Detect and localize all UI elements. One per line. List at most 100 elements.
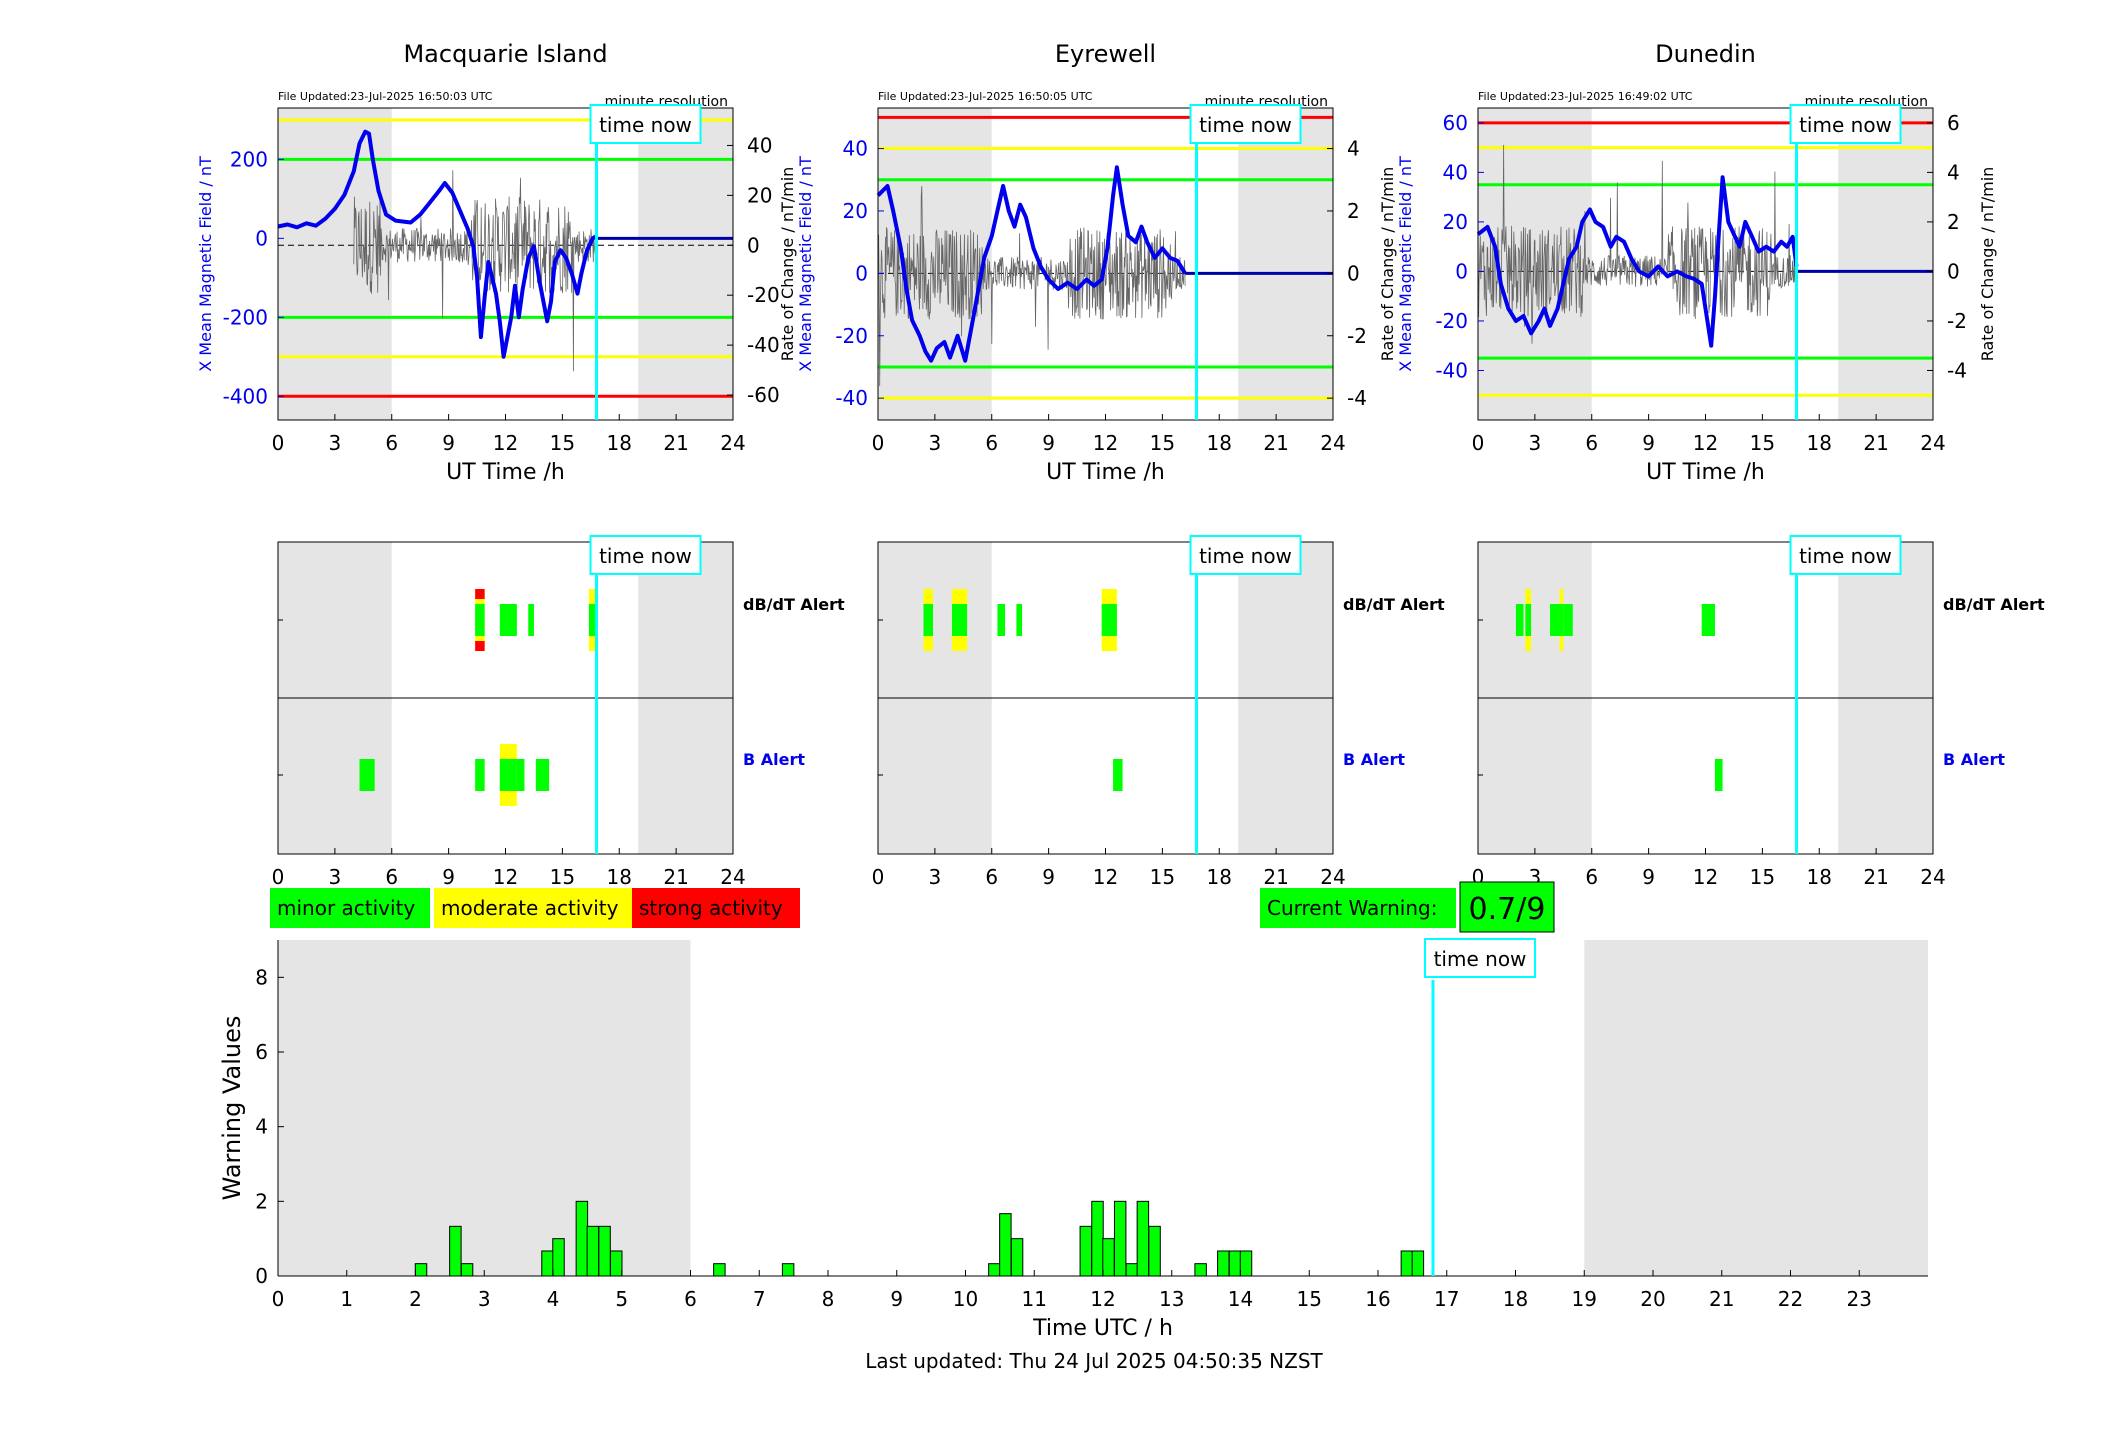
x-tick-label: 21	[1863, 865, 1888, 889]
time-now-box	[1789, 104, 1902, 144]
warning-bar	[610, 1250, 623, 1277]
x-tick-label: 6	[385, 431, 398, 455]
legend-label-strong: strong activity	[639, 896, 783, 920]
station-title: Dunedin	[1655, 40, 1756, 68]
time-now-label: time now	[1199, 544, 1292, 568]
time-now-label: time now	[1199, 113, 1292, 137]
x-tick-label: 24	[1320, 865, 1345, 889]
x-tick-label: 4	[547, 1287, 560, 1311]
x-tick-label: 6	[385, 865, 398, 889]
alert-segment-minor	[1016, 604, 1023, 636]
x-tick-label: 3	[1529, 431, 1542, 455]
station-title: Macquarie Island	[403, 40, 607, 68]
x-tick-label: 22	[1778, 1287, 1803, 1311]
x-tick-label: 21	[1263, 865, 1288, 889]
x-tick-label: 23	[1847, 1287, 1872, 1311]
alert-segment-minor	[1714, 759, 1723, 791]
y-axis-label-right: Rate of Change / nT/min	[778, 167, 797, 362]
x-tick-label: 15	[1150, 865, 1175, 889]
warning-bar	[449, 1225, 462, 1277]
x-tick-label: 24	[720, 865, 745, 889]
last-updated-text: Last updated: Thu 24 Jul 2025 04:50:35 N…	[865, 1349, 1323, 1373]
x-tick-label: 3	[929, 431, 942, 455]
night-shade	[278, 940, 691, 1276]
night-shade	[638, 108, 733, 420]
right-tick-label: 0	[1347, 261, 1360, 285]
warning-bar	[541, 1250, 554, 1277]
x-tick-label: 12	[1693, 431, 1718, 455]
left-tick-label: 0	[1455, 259, 1468, 283]
warning-bar	[552, 1238, 565, 1277]
y-axis-label-left: X Mean Magnetic Field / nT	[796, 156, 815, 372]
x-tick-label: 12	[1093, 865, 1118, 889]
field-trace	[876, 165, 1187, 363]
x-tick-label: 18	[1807, 431, 1832, 455]
time-now-label: time now	[1799, 113, 1892, 137]
x-tick-label: 14	[1228, 1287, 1253, 1311]
alert-segment-minor	[588, 604, 597, 636]
y-axis-label: Warning Values	[218, 1016, 246, 1201]
time-now-box	[1789, 535, 1902, 575]
x-tick-label: 6	[1585, 431, 1598, 455]
time-now-label: time now	[1799, 544, 1892, 568]
file-updated-text: File Updated:23-Jul-2025 16:50:03 UTC	[278, 90, 493, 103]
warning-bar	[999, 1213, 1012, 1277]
right-tick-label: 40	[747, 133, 772, 157]
legend-swatch-strong	[632, 888, 800, 928]
alert-segment-minor	[1525, 604, 1532, 636]
b-alert-label: B Alert	[1943, 750, 2005, 769]
time-now-label: time now	[1434, 947, 1527, 971]
station-title: Eyrewell	[1055, 40, 1156, 68]
x-tick-label: 5	[615, 1287, 628, 1311]
y-axis-label-left: X Mean Magnetic Field / nT	[196, 156, 215, 372]
left-tick-label: 0	[855, 261, 868, 285]
x-tick-label: 2	[409, 1287, 422, 1311]
x-tick-label: 0	[872, 865, 885, 889]
x-tick-label: 15	[550, 431, 575, 455]
left-tick-label: -400	[223, 384, 268, 408]
current-warning-label-box	[1260, 888, 1456, 928]
right-tick-label: 20	[747, 183, 772, 207]
x-tick-label: 18	[607, 431, 632, 455]
x-tick-label: 12	[493, 865, 518, 889]
x-tick-label: 15	[1297, 1287, 1322, 1311]
right-tick-label: 0	[747, 233, 760, 257]
x-tick-label: 9	[890, 1287, 903, 1311]
x-tick-label: 21	[663, 431, 688, 455]
warning-bar	[1400, 1250, 1414, 1277]
warning-bar	[460, 1263, 474, 1277]
alert-segment-minor	[1701, 604, 1715, 636]
time-now-box	[589, 535, 702, 575]
b-alert-label: B Alert	[1343, 750, 1405, 769]
alert-segment-minor	[475, 604, 485, 636]
x-tick-label: 21	[663, 865, 688, 889]
y-tick-label: 0	[255, 1264, 268, 1288]
warning-bar	[988, 1263, 1001, 1277]
x-tick-label: 10	[953, 1287, 978, 1311]
rate-of-change-trace	[1477, 144, 1797, 344]
alert-segment-strong	[475, 641, 485, 651]
alert-segment-strong	[475, 589, 485, 599]
left-tick-label: 40	[1443, 160, 1468, 184]
x-tick-label: 3	[478, 1287, 491, 1311]
left-tick-label: -200	[223, 305, 268, 329]
left-tick-label: -40	[1435, 358, 1468, 382]
warning-bar	[1411, 1250, 1425, 1277]
warning-bar	[586, 1225, 600, 1277]
x-tick-label: 1	[340, 1287, 353, 1311]
time-now-box	[1189, 104, 1302, 144]
alert-segment-minor	[499, 604, 517, 636]
field-trace	[1476, 175, 1799, 348]
x-tick-label: 17	[1434, 1287, 1459, 1311]
warning-bar	[1194, 1263, 1207, 1277]
x-tick-label: 0	[272, 865, 285, 889]
right-tick-label: -4	[1347, 386, 1367, 410]
x-tick-label: 12	[1090, 1287, 1115, 1311]
x-tick-label: 7	[753, 1287, 766, 1311]
x-tick-label: 24	[1920, 865, 1945, 889]
dbdt-alert-label: dB/dT Alert	[1343, 595, 1445, 614]
x-tick-label: 18	[1207, 431, 1232, 455]
x-tick-label: 15	[1750, 865, 1775, 889]
